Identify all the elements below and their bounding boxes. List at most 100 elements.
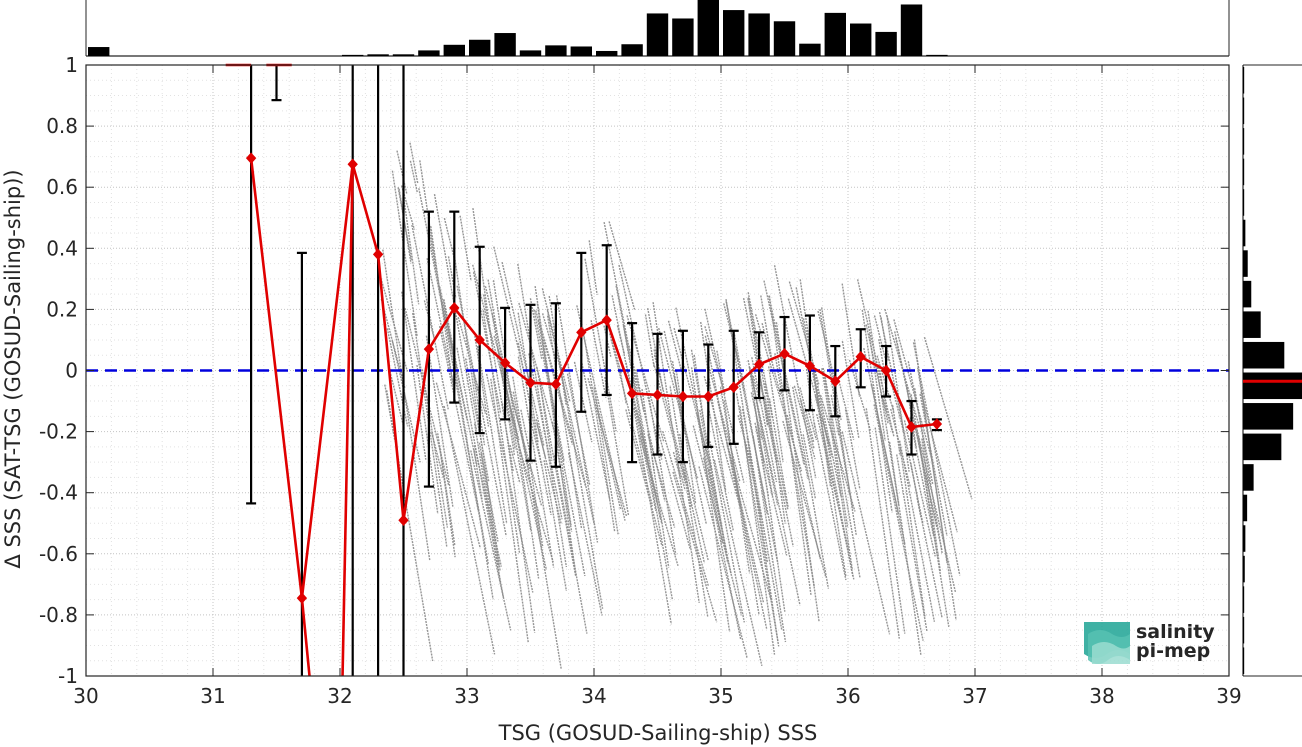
scatter-streak bbox=[409, 160, 418, 193]
scatter-streak bbox=[878, 363, 888, 411]
scatter-streak bbox=[844, 409, 861, 490]
scatter-streak bbox=[884, 309, 920, 426]
scatter-streak bbox=[699, 409, 728, 553]
scatter-streak bbox=[830, 394, 840, 437]
scatter-streak bbox=[800, 399, 815, 449]
mean-line-path bbox=[249, 158, 938, 600]
scatter-streak bbox=[573, 361, 593, 443]
axes-frame bbox=[0, 56, 1241, 687]
scatter-streak bbox=[690, 367, 731, 633]
scatter-streak bbox=[628, 345, 666, 502]
grid bbox=[85, 64, 1230, 677]
right-hist-bar bbox=[1243, 250, 1248, 277]
mean-marker bbox=[499, 357, 511, 369]
top-hist-bar bbox=[596, 50, 618, 56]
scatter-streak bbox=[491, 313, 516, 450]
scatter-streak bbox=[713, 459, 763, 667]
right-hist-bar bbox=[1243, 464, 1254, 491]
scatter-streak bbox=[482, 310, 521, 554]
salinity-pimep-logo: salinity pi-mep bbox=[1084, 621, 1215, 664]
scatter-streak bbox=[509, 444, 521, 484]
scatter-streak bbox=[802, 434, 816, 499]
scatter-streak bbox=[425, 335, 454, 508]
x-tick-label: 30 bbox=[73, 684, 98, 708]
scatter-streak bbox=[653, 354, 686, 479]
scatter-streak bbox=[430, 432, 445, 478]
left-mask bbox=[0, 56, 86, 685]
scatter-streak bbox=[538, 379, 553, 461]
mean-line-excursion bbox=[300, 597, 311, 677]
right-hist-bar bbox=[1243, 586, 1245, 613]
scatter-streak bbox=[474, 335, 490, 427]
scatter-streak bbox=[821, 307, 857, 536]
top-hist-bar bbox=[900, 4, 923, 57]
scatter-streak bbox=[920, 391, 958, 533]
scatter-streak bbox=[768, 398, 789, 508]
scatter-streak bbox=[435, 382, 481, 549]
scatter-streak bbox=[730, 462, 768, 630]
scatter-streak bbox=[497, 349, 516, 456]
mean-marker bbox=[372, 248, 384, 261]
scatter-streak bbox=[917, 436, 939, 557]
y-tick-label: 0.8 bbox=[46, 114, 78, 138]
scatter-streak bbox=[533, 309, 586, 577]
scatter-streak bbox=[555, 295, 599, 543]
scatter-streak bbox=[500, 363, 518, 440]
scatter-streak bbox=[430, 226, 454, 385]
y-axis-label: Δ SSS (SAT-TSG (GOSUD-Sailing-ship)) bbox=[1, 169, 25, 568]
mean-marker bbox=[906, 421, 917, 433]
right-hist-bar bbox=[1243, 341, 1285, 369]
right-hist-bar bbox=[1243, 494, 1248, 522]
scatter-streak bbox=[543, 460, 568, 592]
top-hist-bar bbox=[469, 39, 491, 56]
y-tick-label: 0.6 bbox=[46, 175, 78, 199]
top-hist-bar bbox=[392, 54, 415, 56]
scatter-streak bbox=[401, 291, 427, 460]
y-tick-label: -0.4 bbox=[39, 481, 78, 505]
x-tick-label: 34 bbox=[581, 684, 606, 708]
scatter-streak bbox=[912, 342, 961, 576]
x-tick-label: 39 bbox=[1216, 684, 1241, 708]
scatter-streak bbox=[608, 221, 636, 310]
mean-marker bbox=[804, 360, 816, 372]
top-hist-bar bbox=[723, 10, 745, 56]
scatter-streak bbox=[750, 392, 763, 440]
y-tick-label: -0.2 bbox=[39, 420, 78, 444]
top-hist-bar bbox=[748, 13, 770, 57]
scatter-streak bbox=[760, 295, 773, 361]
top-hist-bar bbox=[443, 44, 465, 56]
y-tick-label: 1 bbox=[65, 53, 78, 77]
scatter-streak bbox=[512, 391, 542, 538]
scatter-streak bbox=[517, 342, 552, 516]
scatter-streak bbox=[485, 373, 534, 593]
scatter-streak bbox=[841, 340, 860, 439]
scatter-streak bbox=[675, 370, 697, 504]
mean-marker bbox=[652, 389, 663, 401]
scatter-streak bbox=[899, 440, 936, 622]
scatter-streak bbox=[447, 256, 457, 299]
right-hist-bar bbox=[1243, 67, 1245, 94]
scatter-streak bbox=[443, 405, 496, 655]
scatter-streak bbox=[679, 433, 692, 508]
scatter-streak bbox=[865, 408, 900, 639]
mean-marker bbox=[576, 326, 587, 339]
top-hist-bar bbox=[494, 33, 516, 56]
scatter-streak bbox=[890, 408, 912, 488]
scatter-streak bbox=[841, 431, 891, 635]
scatter-streak bbox=[816, 386, 854, 577]
scatter-streak bbox=[819, 308, 848, 476]
scatter-streak bbox=[652, 362, 686, 484]
mean-marker bbox=[703, 390, 714, 403]
scatter-streak bbox=[747, 297, 767, 395]
right-hist-bar bbox=[1243, 219, 1246, 247]
scatter-streak bbox=[782, 420, 827, 578]
top-hist-bar bbox=[570, 46, 592, 56]
scatter-streak bbox=[717, 401, 765, 603]
mean-marker bbox=[525, 376, 536, 389]
scatter-streak bbox=[759, 384, 794, 547]
scatter-streak bbox=[726, 442, 772, 600]
x-tick-label: 36 bbox=[835, 684, 860, 708]
scatter-streak bbox=[535, 310, 574, 445]
top-hist-bar bbox=[824, 12, 846, 56]
scatter-streak bbox=[584, 258, 617, 432]
